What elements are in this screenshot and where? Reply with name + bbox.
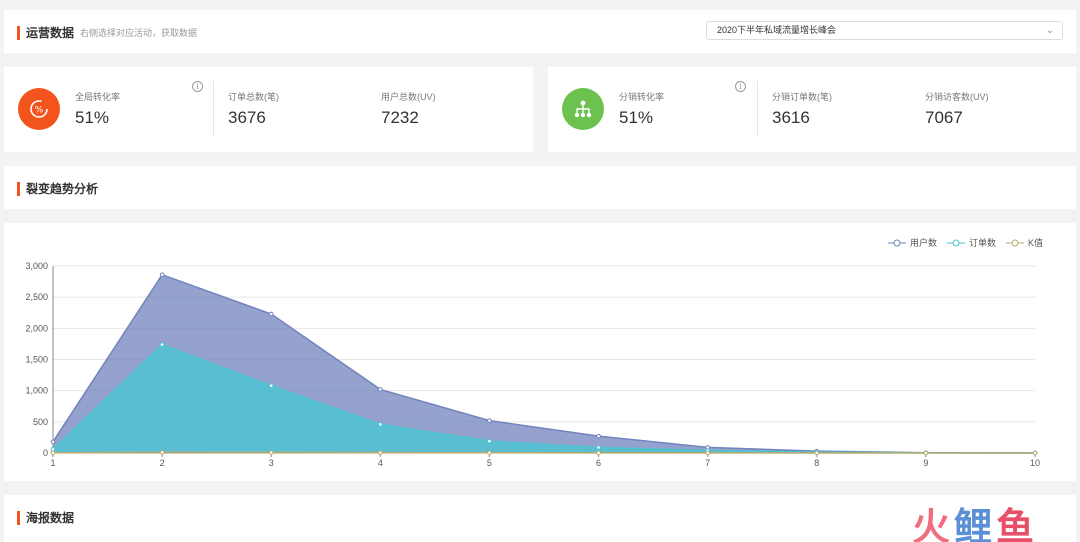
distribution-network-icon: [562, 88, 604, 130]
divider: [757, 81, 758, 137]
ops-title-text: 运营数据: [26, 26, 75, 40]
stat-label-distribution-conversion: 分销转化率: [619, 92, 665, 102]
divider: [213, 81, 214, 137]
stat-label-global-conversion: 全局转化率: [75, 92, 121, 102]
ops-header-card: 运营数据 右侧选择对应活动，获取数据 2020下半年私域流量增长峰会 ⌄: [4, 10, 1076, 53]
legend-label: 订单数: [969, 238, 997, 248]
watermark-logo: 火鲤鱼: [912, 507, 1039, 542]
title-accent-bar: [17, 510, 20, 525]
trend-header-card: 裂变趋势分析: [4, 166, 1076, 209]
stat-label-distribution-visitors: 分销访客数(UV): [925, 92, 989, 102]
stat-value-total-orders: 3676: [228, 108, 266, 127]
chart-legend: 用户数 订单数 K值: [878, 236, 1043, 249]
legend-label: K值: [1028, 238, 1044, 248]
activity-select-value: 2020下半年私域流量增长峰会: [717, 25, 837, 35]
title-accent-bar: [17, 25, 20, 40]
conversion-percent-icon: %: [18, 88, 60, 130]
svg-text:%: %: [35, 106, 44, 116]
stat-label-total-users: 用户总数(UV): [381, 92, 436, 102]
stat-value-distribution-conversion: 51%: [619, 108, 654, 127]
legend-item-k[interactable]: K值: [1006, 236, 1043, 249]
ops-subtitle: 右侧选择对应活动，获取数据: [80, 28, 198, 38]
poster-title: 海报数据: [17, 509, 74, 526]
stat-value-distribution-visitors: 7067: [925, 108, 963, 127]
info-icon[interactable]: i: [192, 81, 203, 92]
stat-label-total-orders: 订单总数(笔): [228, 92, 279, 102]
stats-card-distribution: 分销转化率 51% i 分销订单数(笔) 3616 分销访客数(UV) 7067: [548, 67, 1076, 152]
stat-label-distribution-orders: 分销订单数(笔): [772, 92, 832, 102]
stat-value-distribution-orders: 3616: [772, 108, 810, 127]
activity-select[interactable]: 2020下半年私域流量增长峰会 ⌄: [706, 21, 1063, 40]
title-accent-bar: [17, 181, 20, 196]
stat-value-total-users: 7232: [381, 108, 419, 127]
ops-title: 运营数据 右侧选择对应活动，获取数据: [17, 24, 197, 41]
info-icon[interactable]: i: [735, 81, 746, 92]
stats-card-global: % 全局转化率 51% i 订单总数(笔) 3676 用户总数(UV) 7232: [4, 67, 533, 152]
trend-chart-card: [4, 223, 1076, 481]
legend-item-orders[interactable]: 订单数: [947, 236, 996, 249]
stat-value-global-conversion: 51%: [75, 108, 110, 127]
poster-title-text: 海报数据: [26, 511, 75, 525]
trend-title: 裂变趋势分析: [17, 180, 98, 197]
legend-label: 用户数: [910, 238, 938, 248]
poster-header-card: 海报数据: [4, 495, 1076, 542]
trend-title-text: 裂变趋势分析: [26, 182, 99, 196]
chevron-down-icon: ⌄: [1045, 25, 1054, 36]
legend-item-users[interactable]: 用户数: [888, 236, 937, 249]
